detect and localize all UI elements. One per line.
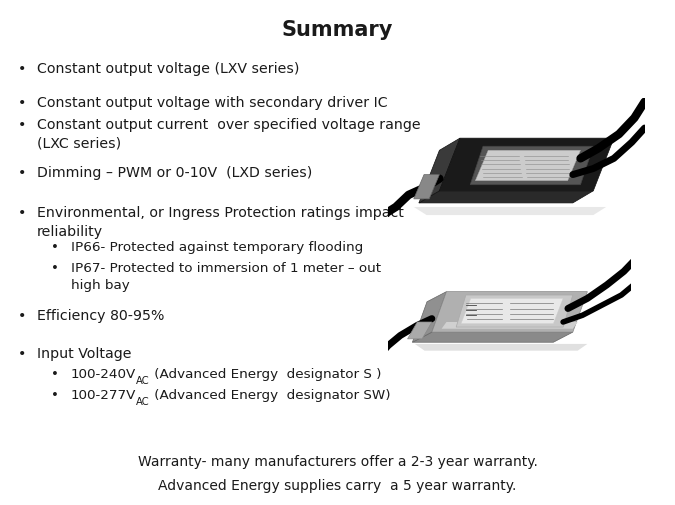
Text: AC: AC [136, 396, 150, 406]
Text: Advanced Energy supplies carry  a 5 year warranty.: Advanced Energy supplies carry a 5 year … [159, 478, 516, 492]
Polygon shape [439, 139, 614, 191]
Text: AC: AC [136, 376, 150, 386]
Polygon shape [415, 344, 587, 351]
Text: Summary: Summary [282, 20, 393, 40]
Polygon shape [470, 147, 593, 185]
Text: (Advanced Energy  designator SW): (Advanced Energy designator SW) [150, 388, 391, 401]
Text: Dimming – PWM or 0-10V  (LXD series): Dimming – PWM or 0-10V (LXD series) [37, 166, 313, 180]
Text: Constant output voltage (LXV series): Constant output voltage (LXV series) [37, 62, 300, 76]
Polygon shape [412, 332, 573, 342]
Text: •: • [18, 166, 26, 180]
Text: •: • [51, 388, 59, 401]
Text: Environmental, or Ingress Protection ratings impact
reliability: Environmental, or Ingress Protection rat… [37, 206, 404, 238]
Polygon shape [412, 292, 446, 342]
Text: Warranty- many manufacturers offer a 2-3 year warranty.: Warranty- many manufacturers offer a 2-3… [138, 454, 537, 469]
Text: •: • [18, 118, 26, 132]
Text: •: • [18, 206, 26, 220]
Text: •: • [18, 308, 26, 322]
Text: •: • [51, 261, 59, 274]
Text: 100-277V: 100-277V [71, 388, 136, 401]
Polygon shape [475, 151, 580, 181]
Polygon shape [408, 322, 432, 339]
Polygon shape [414, 208, 606, 216]
Text: Input Voltage: Input Voltage [37, 346, 132, 360]
Text: (Advanced Energy  designator S ): (Advanced Energy designator S ) [150, 368, 381, 381]
Polygon shape [419, 191, 593, 204]
Text: IP67- Protected to immersion of 1 meter – out
high bay: IP67- Protected to immersion of 1 meter … [71, 261, 381, 291]
Text: •: • [51, 241, 59, 254]
Polygon shape [419, 139, 460, 204]
Polygon shape [461, 299, 563, 324]
Text: IP66- Protected against temporary flooding: IP66- Protected against temporary floodi… [71, 241, 363, 254]
Polygon shape [414, 175, 439, 199]
Text: Constant output current  over specified voltage range
(LXC series): Constant output current over specified v… [37, 118, 421, 150]
Text: •: • [18, 346, 26, 360]
Text: 100-240V: 100-240V [71, 368, 136, 381]
Polygon shape [456, 295, 573, 327]
Text: •: • [51, 368, 59, 381]
Text: •: • [18, 62, 26, 76]
Polygon shape [432, 292, 587, 332]
Text: •: • [18, 96, 26, 110]
Text: Efficiency 80-95%: Efficiency 80-95% [37, 308, 165, 322]
Text: Constant output voltage with secondary driver IC: Constant output voltage with secondary d… [37, 96, 387, 110]
Polygon shape [441, 322, 578, 329]
